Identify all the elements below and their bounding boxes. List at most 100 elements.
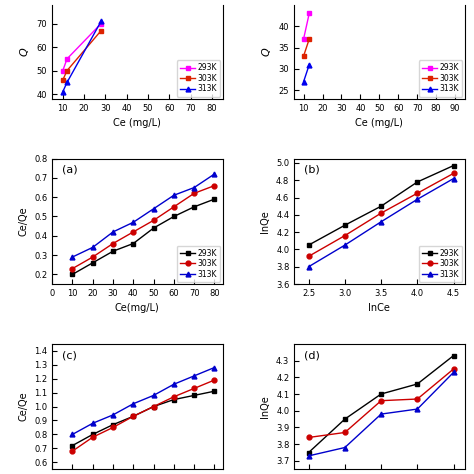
303K [64, 68, 70, 73]
313K [191, 185, 197, 191]
303K [211, 183, 217, 189]
313K [60, 89, 65, 95]
293K [301, 36, 306, 42]
313K [211, 365, 217, 370]
Y-axis label: $Q$: $Q$ [18, 46, 31, 57]
313K [342, 445, 348, 450]
Legend: 293K, 303K, 313K: 293K, 303K, 313K [177, 246, 220, 282]
293K [306, 10, 312, 16]
Line: 303K: 303K [70, 378, 217, 454]
313K [70, 431, 75, 437]
X-axis label: Ce(mg/L): Ce(mg/L) [115, 303, 160, 313]
313K [451, 176, 456, 182]
313K [378, 411, 384, 417]
293K [191, 392, 197, 398]
293K [378, 391, 384, 397]
293K [70, 272, 75, 277]
293K [451, 353, 456, 358]
X-axis label: InCe: InCe [368, 303, 390, 313]
303K [306, 435, 311, 440]
293K [70, 443, 75, 448]
Y-axis label: InQe: InQe [260, 395, 270, 418]
313K [415, 406, 420, 412]
313K [64, 80, 70, 85]
313K [342, 242, 348, 248]
313K [171, 192, 177, 198]
Line: 293K: 293K [306, 163, 456, 247]
313K [211, 171, 217, 177]
303K [70, 266, 75, 272]
293K [211, 388, 217, 394]
Legend: 293K, 303K, 313K: 293K, 303K, 313K [419, 246, 462, 282]
313K [306, 264, 311, 270]
Line: 293K: 293K [70, 197, 217, 277]
Line: 313K: 313K [306, 370, 456, 458]
Line: 293K: 293K [301, 11, 312, 41]
Y-axis label: Ce/Qe: Ce/Qe [18, 207, 28, 236]
313K [110, 412, 116, 418]
303K [90, 254, 96, 260]
293K [342, 416, 348, 422]
303K [110, 425, 116, 430]
313K [151, 206, 156, 211]
Line: 313K: 313K [301, 62, 312, 84]
313K [98, 18, 104, 24]
Text: (a): (a) [63, 165, 78, 175]
313K [110, 229, 116, 235]
303K [191, 191, 197, 196]
313K [306, 453, 311, 459]
293K [211, 196, 217, 202]
303K [130, 229, 136, 235]
313K [415, 196, 420, 202]
Line: 313K: 313K [70, 365, 217, 437]
303K [301, 53, 306, 59]
313K [378, 219, 384, 225]
Legend: 293K, 303K, 313K: 293K, 303K, 313K [177, 60, 220, 97]
303K [306, 36, 312, 42]
303K [90, 434, 96, 440]
303K [171, 204, 177, 210]
293K [191, 204, 197, 210]
303K [60, 77, 65, 83]
303K [342, 233, 348, 238]
293K [110, 248, 116, 254]
Line: 293K: 293K [70, 389, 217, 448]
313K [90, 245, 96, 250]
Text: (c): (c) [63, 350, 77, 360]
293K [110, 422, 116, 428]
303K [70, 448, 75, 454]
313K [171, 382, 177, 387]
Line: 303K: 303K [301, 36, 312, 58]
313K [70, 254, 75, 260]
293K [60, 68, 65, 73]
303K [151, 404, 156, 410]
303K [415, 191, 420, 196]
313K [151, 392, 156, 398]
293K [130, 413, 136, 419]
313K [90, 420, 96, 426]
Line: 303K: 303K [70, 183, 217, 271]
293K [451, 163, 456, 168]
Y-axis label: $Q$: $Q$ [260, 46, 273, 57]
293K [151, 404, 156, 410]
303K [171, 394, 177, 400]
293K [171, 397, 177, 402]
Y-axis label: Ce/Qe: Ce/Qe [18, 392, 28, 421]
X-axis label: Ce (mg/L): Ce (mg/L) [356, 118, 403, 128]
303K [342, 429, 348, 435]
313K [301, 79, 306, 84]
303K [378, 398, 384, 403]
293K [130, 241, 136, 246]
293K [378, 203, 384, 209]
293K [342, 222, 348, 228]
313K [130, 401, 136, 407]
303K [306, 254, 311, 259]
Line: 293K: 293K [60, 21, 103, 73]
293K [64, 56, 70, 62]
313K [451, 369, 456, 375]
303K [378, 210, 384, 216]
293K [306, 450, 311, 456]
313K [130, 219, 136, 225]
293K [415, 179, 420, 185]
Line: 313K: 313K [70, 172, 217, 259]
